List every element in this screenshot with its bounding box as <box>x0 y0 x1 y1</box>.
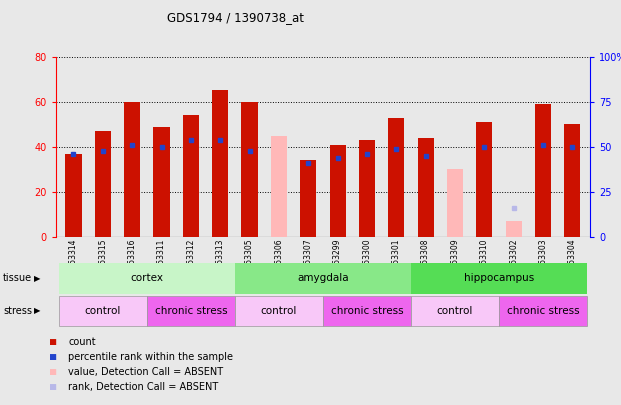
Text: stress: stress <box>3 306 32 316</box>
Text: value, Detection Call = ABSENT: value, Detection Call = ABSENT <box>68 367 224 377</box>
Text: chronic stress: chronic stress <box>330 306 403 316</box>
Bar <box>300 160 316 237</box>
Bar <box>153 126 170 237</box>
Bar <box>124 102 140 237</box>
Text: ■: ■ <box>50 337 56 347</box>
Bar <box>476 122 492 237</box>
Bar <box>447 169 463 237</box>
Bar <box>212 90 229 237</box>
Text: GDS1794 / 1390738_at: GDS1794 / 1390738_at <box>168 11 304 24</box>
Text: hippocampus: hippocampus <box>464 273 534 283</box>
Text: control: control <box>261 306 297 316</box>
Text: amygdala: amygdala <box>297 273 349 283</box>
Bar <box>95 131 111 237</box>
Text: percentile rank within the sample: percentile rank within the sample <box>68 352 233 362</box>
Bar <box>330 145 346 237</box>
Text: tissue: tissue <box>3 273 32 283</box>
Text: control: control <box>84 306 121 316</box>
Bar <box>65 153 81 237</box>
Bar <box>417 138 433 237</box>
Text: count: count <box>68 337 96 347</box>
Bar <box>183 115 199 237</box>
Bar <box>388 117 404 237</box>
Text: control: control <box>437 306 473 316</box>
Text: chronic stress: chronic stress <box>155 306 227 316</box>
Text: ▶: ▶ <box>34 274 40 283</box>
Text: chronic stress: chronic stress <box>507 306 579 316</box>
Text: ■: ■ <box>50 352 56 362</box>
Text: cortex: cortex <box>130 273 163 283</box>
Bar <box>359 140 375 237</box>
Bar <box>271 136 287 237</box>
Text: ■: ■ <box>50 382 56 392</box>
Text: ▶: ▶ <box>34 306 40 315</box>
Text: ■: ■ <box>50 367 56 377</box>
Text: rank, Detection Call = ABSENT: rank, Detection Call = ABSENT <box>68 382 219 392</box>
Bar <box>535 104 551 237</box>
Bar <box>564 124 581 237</box>
Bar <box>242 102 258 237</box>
Bar <box>505 221 522 237</box>
